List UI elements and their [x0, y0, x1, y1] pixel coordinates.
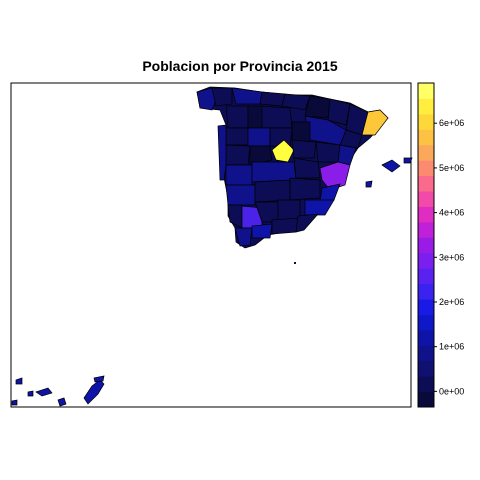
colorbar-swatch: [418, 376, 434, 393]
colorbar-swatch: [418, 237, 434, 254]
colorbar-swatch: [418, 144, 434, 161]
colorbar-tick-label: 4e+06: [439, 208, 464, 218]
colorbar-swatch: [418, 268, 434, 285]
colorbar-tick-label: 3e+06: [439, 252, 464, 262]
province-ciudad-real: [254, 179, 291, 203]
colorbar-frame: [417, 82, 435, 408]
province-toledo: [251, 161, 297, 183]
colorbar-swatch: [418, 252, 434, 269]
province-burgos: [259, 105, 293, 129]
province-albacete: [289, 177, 321, 201]
colorbar-swatch: [418, 391, 434, 408]
province-granada: [271, 217, 299, 235]
colorbar-tick-label: 6e+06: [439, 118, 464, 128]
province-guadalajara: [291, 139, 317, 159]
colorbar-swatch: [418, 191, 434, 207]
colorbar-swatch: [418, 175, 434, 192]
province-jaen: [277, 199, 301, 221]
colorbar-ticks: 0e+00 1e+06 2e+06 3e+06 4e+06 5e+06 6e+06: [434, 118, 464, 396]
province-malaga: [251, 223, 273, 239]
islet: [294, 262, 296, 264]
colorbar-swatch: [418, 283, 434, 300]
province-basque: [281, 93, 311, 111]
province-barcelona: [361, 109, 389, 136]
province-valencia: [319, 161, 351, 191]
colorbar-tick-label: 1e+06: [439, 342, 464, 352]
colorbar-swatch: [418, 83, 434, 99]
province-zamora: [225, 127, 249, 146]
province-caceres: [225, 164, 253, 186]
balearic-islands: [365, 157, 413, 188]
colorbar-swatch: [418, 221, 434, 238]
province-portugal-gap: [217, 124, 227, 181]
province-salamanca: [225, 144, 251, 166]
colorbar-swatch: [418, 299, 434, 315]
colorbar-tick-label: 0e+00: [439, 386, 464, 396]
colorbar-legend: [418, 83, 434, 408]
province-cantabria: [259, 91, 286, 107]
province-galicia-b: [211, 87, 233, 107]
province-palencia: [247, 105, 263, 129]
provinces-layer: [196, 87, 389, 247]
colorbar-swatch: [418, 329, 434, 346]
province-huesca: [327, 98, 351, 126]
province-soria: [291, 121, 311, 143]
map-title: Poblacion por Provincia 2015: [142, 58, 338, 74]
colorbar-swatch: [418, 113, 434, 130]
province-murcia: [304, 199, 335, 216]
colorbar-swatch: [418, 360, 434, 377]
colorbar-swatch: [418, 98, 434, 115]
province-almeria: [295, 213, 319, 233]
province-leon: [225, 105, 249, 129]
province-badajoz: [225, 184, 256, 206]
province-valladolid: [247, 127, 271, 147]
colorbar-swatch: [418, 345, 434, 362]
province-teruel: [315, 141, 341, 163]
province-cadiz: [234, 227, 253, 247]
province-galicia-a: [196, 87, 217, 111]
province-avila: [249, 145, 273, 166]
colorbar-tick-label: 2e+06: [439, 297, 464, 307]
colorbar-swatch: [418, 314, 434, 331]
province-madrid: [271, 139, 295, 163]
canary-islands: [11, 375, 105, 407]
colorbar-swatch: [418, 160, 434, 177]
colorbar-swatch: [418, 129, 434, 146]
colorbar-swatch: [418, 206, 434, 223]
colorbar-tick-label: 5e+06: [439, 163, 464, 173]
